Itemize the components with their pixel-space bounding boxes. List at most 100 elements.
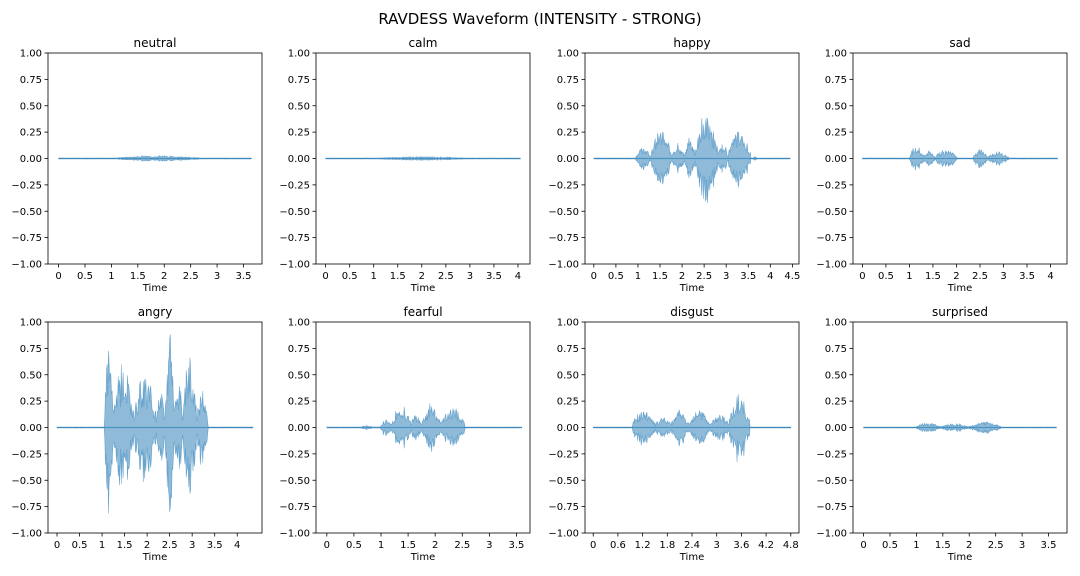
y-tick-label: 1.00 (288, 318, 310, 329)
y-tick-label: 0.75 (825, 344, 847, 355)
x-tick-label: 1.8 (659, 540, 675, 551)
x-tick-label: 1 (635, 271, 641, 282)
y-tick-label: 0.00 (20, 154, 42, 165)
y-tick-label: 0.75 (20, 344, 42, 355)
y-tick-label: −0.75 (548, 502, 579, 513)
y-tick-label: −0.25 (11, 180, 42, 191)
x-tick-label: 2 (161, 271, 167, 282)
x-tick-label: 3.5 (1019, 271, 1035, 282)
y-tick-label: 0.25 (288, 397, 310, 408)
panel-sad: sad 0 0.5 1 1.5 2 2.5 3 3.5 4 −1.00 −0.75 −0.50 −0.25… (816, 36, 1068, 294)
y-tick-label: −0.75 (279, 502, 310, 513)
x-tick-label: 0 (54, 540, 60, 551)
panel-happy: happy 0 0.5 1 1.5 2 2.5 3 3.5 4 4.5 −1.00 −0.75 −0.50… (548, 36, 800, 294)
y-tick-label: −1.00 (11, 529, 42, 540)
x-tick-label: 3.5 (486, 271, 502, 282)
x-tick-label: 4 (767, 271, 773, 282)
x-tick-label: 0.5 (346, 540, 362, 551)
x-tick-label: 0 (324, 540, 330, 551)
x-tick-label: 1.5 (935, 540, 951, 551)
y-tick-label: 0.50 (20, 101, 42, 112)
panel-title: happy (673, 36, 710, 50)
x-tick-label: 3 (486, 540, 492, 551)
x-tick-label: 0.5 (342, 271, 358, 282)
x-tick-label: 1 (108, 271, 114, 282)
x-tick-label: 3.5 (236, 271, 252, 282)
x-tick-label: 0 (860, 540, 866, 551)
x-tick-label: 0.5 (77, 271, 93, 282)
y-tick-label: −0.25 (279, 180, 310, 191)
waveform-happy (593, 117, 791, 204)
y-tick-label: −1.00 (11, 260, 42, 271)
x-tick-label: 2.4 (684, 540, 700, 551)
x-tick-label: 3.5 (207, 540, 223, 551)
x-tick-label: 2.5 (162, 540, 178, 551)
y-tick-label: −0.25 (11, 449, 42, 460)
panel-title: calm (409, 36, 438, 50)
y-tick-label: 0.50 (288, 370, 310, 381)
x-tick-label: 3 (1000, 271, 1006, 282)
y-tick-label: −1.00 (548, 529, 579, 540)
x-axis-label: Time (679, 552, 704, 563)
panel-title: sad (949, 36, 970, 50)
x-tick-label: 3.5 (509, 540, 525, 551)
x-tick-label: 3.6 (733, 540, 749, 551)
y-tick-label: 0.50 (557, 370, 579, 381)
panel-disgust: disgust 0 0.6 1.2 1.8 2.4 3 3.6 4.2 4.8 −1.00 −0.75… (548, 305, 800, 563)
x-tick-label: 2.5 (438, 271, 454, 282)
y-tick-label: 1.00 (288, 49, 310, 60)
y-tick-label: −0.50 (279, 207, 310, 218)
x-tick-label: 0.5 (878, 271, 894, 282)
x-axis-label: Time (410, 552, 435, 563)
waveform-angry (56, 334, 254, 514)
y-tick-label: −1.00 (279, 260, 310, 271)
panels-group: neutral 0 0.5 1 1.5 2 2.5 3 3.5 −1.00 −0.75 −0.50 −0… (11, 36, 1068, 563)
y-tick-label: −0.75 (816, 502, 847, 513)
panel-fearful: fearful 0 0.5 1 1.5 2 2.5 3 3.5 −1.00 −0.75 −0.50 −0… (279, 305, 531, 563)
y-tick-label: 0.00 (557, 154, 579, 165)
x-axis-label: Time (947, 283, 972, 294)
x-tick-label: 3.5 (740, 271, 756, 282)
x-tick-label: 3 (723, 271, 729, 282)
x-tick-label: 3 (189, 540, 195, 551)
y-tick-label: −0.75 (548, 233, 579, 244)
x-tick-label: 2.5 (988, 540, 1004, 551)
x-axis-label: Time (679, 283, 704, 294)
y-tick-label: 0.00 (557, 423, 579, 434)
y-tick-label: −0.50 (548, 207, 579, 218)
y-tick-label: 0.75 (557, 344, 579, 355)
y-tick-label: 0.25 (557, 397, 579, 408)
x-tick-label: 3 (214, 271, 220, 282)
x-tick-label: 2 (419, 271, 425, 282)
x-tick-label: 0 (859, 271, 865, 282)
x-tick-label: 2.5 (454, 540, 470, 551)
x-tick-label: 1 (378, 540, 384, 551)
y-tick-label: 0.50 (825, 370, 847, 381)
y-tick-label: 0.25 (20, 397, 42, 408)
x-tick-label: 1.5 (130, 271, 146, 282)
x-tick-label: 1.2 (635, 540, 651, 551)
x-tick-label: 0.5 (608, 271, 624, 282)
panel-neutral: neutral 0 0.5 1 1.5 2 2.5 3 3.5 −1.00 −0.75 −0.50 −0… (11, 36, 263, 294)
y-tick-label: 0.00 (825, 154, 847, 165)
y-tick-label: −0.50 (548, 476, 579, 487)
panel-surprised: surprised 0 0.5 1 1.5 2 2.5 3 3.5 −1.00 −0.75 −0.50… (816, 305, 1068, 563)
y-tick-label: −0.50 (816, 476, 847, 487)
x-tick-label: 0 (55, 271, 61, 282)
x-tick-label: 1.5 (652, 271, 668, 282)
x-tick-label: 2 (144, 540, 150, 551)
x-tick-label: 2 (432, 540, 438, 551)
x-tick-label: 0.6 (610, 540, 626, 551)
x-tick-label: 2 (966, 540, 972, 551)
x-tick-label: 2.5 (972, 271, 988, 282)
x-tick-label: 2 (679, 271, 685, 282)
y-tick-label: −0.25 (816, 180, 847, 191)
y-tick-label: 0.25 (20, 128, 42, 139)
y-tick-label: −0.50 (279, 476, 310, 487)
x-tick-label: 0.5 (72, 540, 88, 551)
panel-title: disgust (670, 305, 714, 319)
y-tick-label: 0.25 (825, 397, 847, 408)
x-tick-label: 1 (99, 540, 105, 551)
y-tick-label: 0.75 (288, 344, 310, 355)
